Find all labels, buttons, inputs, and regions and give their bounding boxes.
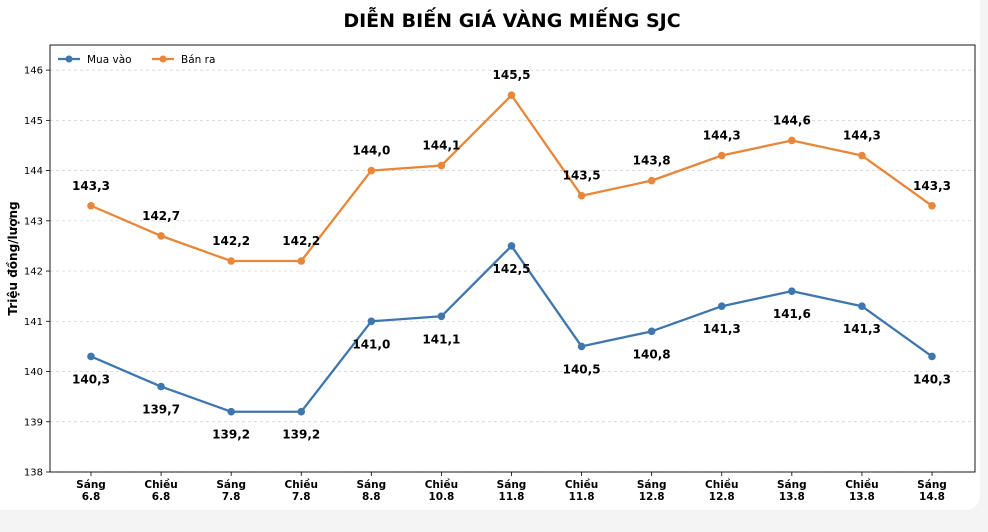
data-point <box>87 352 95 361</box>
data-label: 142,2 <box>282 234 320 248</box>
x-tick-label: 11.8 <box>569 491 595 503</box>
data-label: 141,6 <box>773 307 811 321</box>
legend-marker <box>65 55 73 63</box>
data-label: 141,3 <box>703 322 741 336</box>
x-tick-label: 12.8 <box>709 491 735 503</box>
x-tick-label: Chiều <box>285 478 318 491</box>
data-point <box>788 287 796 295</box>
data-point <box>507 242 516 250</box>
data-label: 139,7 <box>142 403 180 417</box>
data-point <box>717 302 726 311</box>
x-tick-label: Sáng <box>216 479 246 491</box>
x-tick-label: Sáng <box>357 479 387 491</box>
x-tick-label: 6.8 <box>152 491 171 503</box>
y-tick-label: 141 <box>24 317 43 328</box>
data-point <box>858 302 866 311</box>
data-label: 143,3 <box>72 179 110 193</box>
legend-marker <box>159 55 167 63</box>
plot-frame <box>49 44 976 473</box>
data-point <box>297 407 306 416</box>
data-label: 140,3 <box>913 372 951 386</box>
data-label: 140,3 <box>72 372 110 386</box>
data-point <box>647 176 656 185</box>
y-axis-label: Triệu đồng/lượng <box>6 201 20 315</box>
x-tick-label: 6.8 <box>82 491 101 503</box>
x-tick-label: 13.8 <box>849 491 875 503</box>
data-point <box>437 161 446 170</box>
legend-label: Bán ra <box>181 54 215 66</box>
data-label: 143,5 <box>563 169 601 183</box>
data-label: 139,2 <box>282 428 320 442</box>
data-point <box>507 91 516 100</box>
x-tick-label: 11.8 <box>499 491 525 503</box>
data-point <box>157 232 165 240</box>
x-tick-label: Sáng <box>637 479 667 491</box>
x-tick-label: 7.8 <box>292 491 311 503</box>
x-tick-label: Chiều <box>425 478 458 491</box>
data-label: 144,0 <box>352 144 390 158</box>
x-tick-label: 12.8 <box>639 491 665 503</box>
data-label: 142,5 <box>493 262 531 276</box>
data-point <box>647 327 656 336</box>
x-tick-label: Chiều <box>845 478 878 491</box>
data-point <box>87 201 95 210</box>
data-point <box>717 151 726 160</box>
x-tick-label: Chiều <box>705 478 738 491</box>
data-point <box>577 191 586 200</box>
x-tick-label: Sáng <box>917 479 947 491</box>
legend-label: Mua vào <box>87 54 132 66</box>
x-tick-label: 8.8 <box>362 491 381 503</box>
data-point <box>858 151 866 160</box>
data-point <box>928 201 936 210</box>
data-point <box>437 312 446 321</box>
data-label: 142,2 <box>212 234 250 248</box>
y-tick-label: 142 <box>24 267 43 278</box>
data-point <box>928 352 936 361</box>
data-point <box>367 317 376 326</box>
data-label: 144,3 <box>843 129 881 143</box>
data-point <box>788 136 796 145</box>
data-point <box>227 257 235 265</box>
data-label: 140,8 <box>633 347 671 361</box>
data-label: 143,8 <box>633 154 671 168</box>
x-tick-label: 7.8 <box>222 491 241 503</box>
data-point <box>297 257 306 265</box>
x-tick-label: Sáng <box>497 479 527 491</box>
data-point <box>227 407 235 416</box>
y-tick-label: 146 <box>24 66 43 77</box>
data-label: 142,7 <box>142 209 180 223</box>
x-tick-label: 14.8 <box>919 491 945 503</box>
data-point <box>157 382 165 391</box>
plot-area <box>50 45 975 472</box>
data-point <box>367 166 376 175</box>
y-tick-label: 143 <box>24 216 43 227</box>
x-tick-label: Sáng <box>76 479 106 491</box>
data-label: 141,0 <box>352 337 390 351</box>
x-tick-label: 10.8 <box>428 491 454 503</box>
data-label: 145,5 <box>493 68 531 82</box>
y-tick-label: 138 <box>24 468 43 479</box>
data-label: 141,3 <box>843 322 881 336</box>
data-label: 144,6 <box>773 113 811 127</box>
data-point <box>577 342 586 351</box>
y-tick-label: 145 <box>24 116 43 127</box>
data-label: 141,1 <box>422 332 460 346</box>
x-tick-label: Chiều <box>565 478 598 491</box>
x-tick-label: 13.8 <box>779 491 805 503</box>
chart-title: DIỄN BIẾN GIÁ VÀNG MIẾNG SJC <box>343 10 681 32</box>
y-tick-label: 140 <box>24 367 43 378</box>
y-tick-label: 144 <box>24 166 43 177</box>
x-tick-label: Chiều <box>144 478 177 491</box>
x-tick-label: Sáng <box>777 479 807 491</box>
data-label: 144,3 <box>703 129 741 143</box>
y-tick-label: 139 <box>24 417 43 428</box>
data-label: 139,2 <box>212 428 250 442</box>
data-label: 144,1 <box>422 139 460 153</box>
data-label: 140,5 <box>563 362 601 376</box>
data-label: 143,3 <box>913 179 951 193</box>
